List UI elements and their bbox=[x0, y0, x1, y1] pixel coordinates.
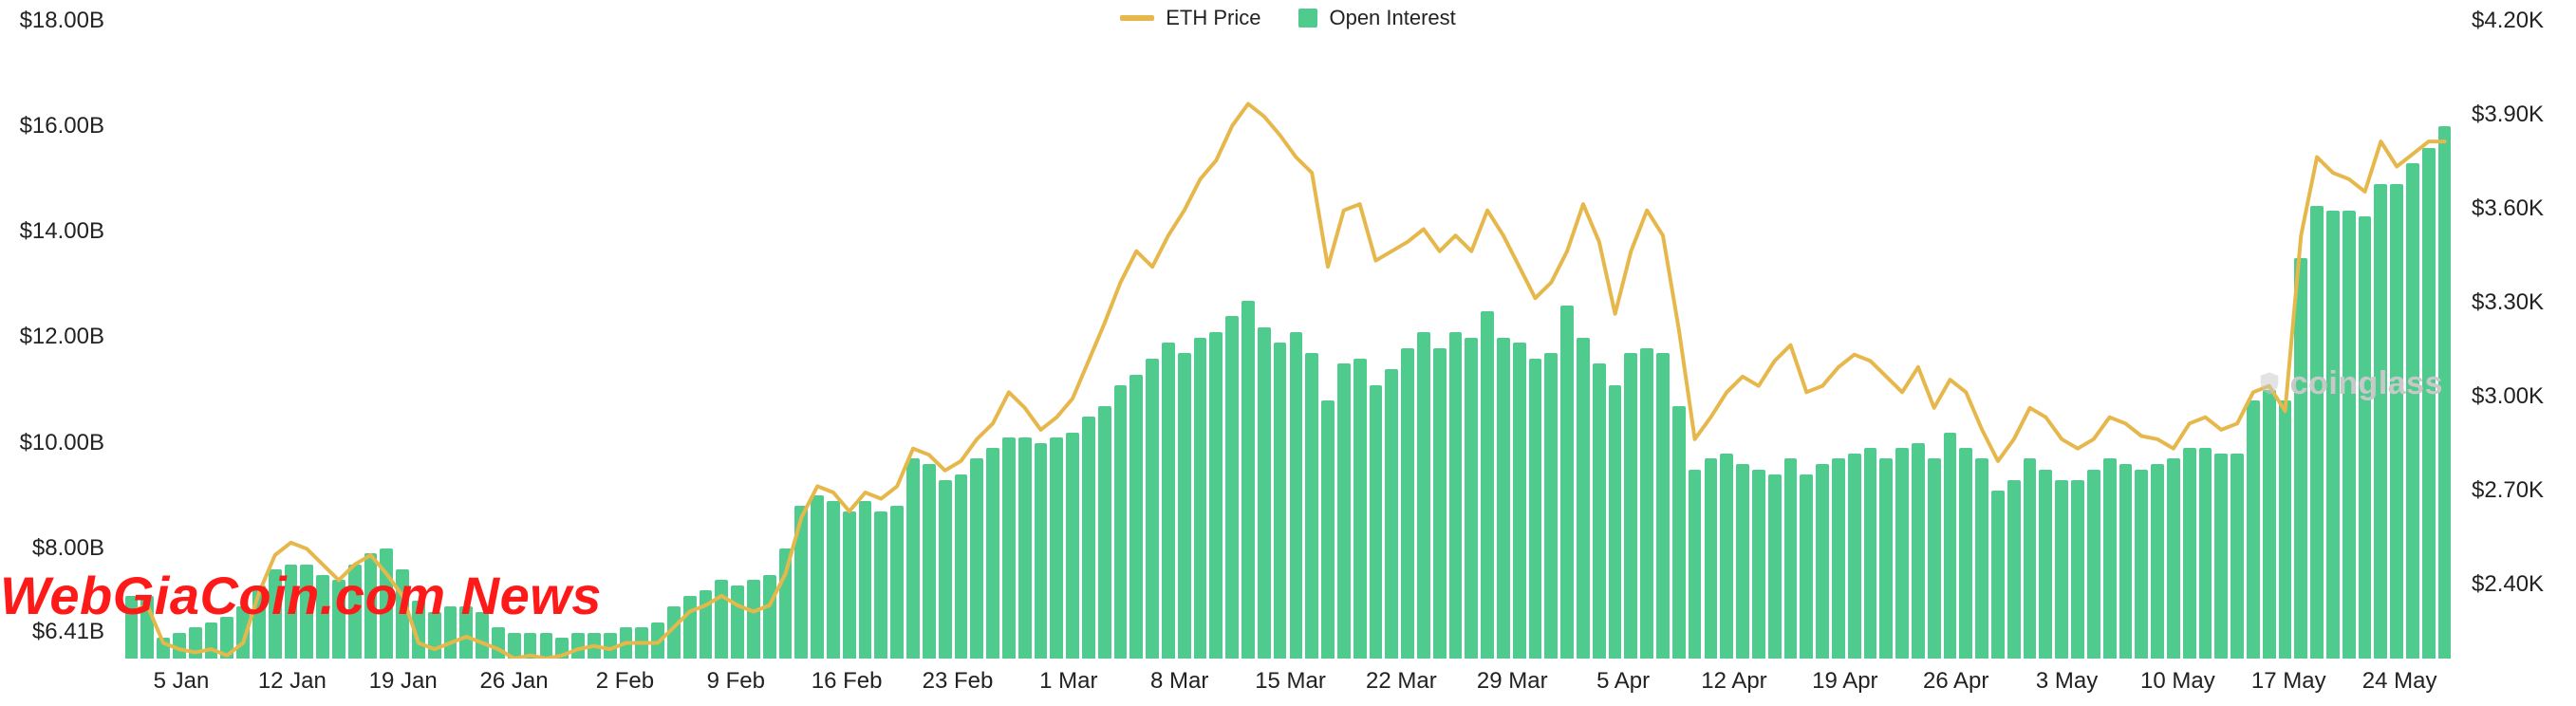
x-tick-label: 5 Jan bbox=[154, 668, 210, 695]
legend-item-eth-price[interactable]: ETH Price bbox=[1120, 6, 1260, 30]
x-tick-label: 17 May bbox=[2251, 668, 2326, 695]
x-tick-label: 5 Apr bbox=[1596, 668, 1650, 695]
x-tick-label: 3 May bbox=[2036, 668, 2098, 695]
y-left-tick-label: $16.00B bbox=[0, 113, 104, 139]
shield-icon bbox=[2256, 370, 2283, 397]
x-tick-label: 12 Apr bbox=[1701, 668, 1766, 695]
x-tick-label: 9 Feb bbox=[707, 668, 765, 695]
watermark: WebGiaCoin.com News bbox=[0, 565, 602, 626]
legend-label: Open Interest bbox=[1329, 6, 1455, 30]
x-tick-label: 29 Mar bbox=[1477, 668, 1548, 695]
y-left-tick-label: $18.00B bbox=[0, 8, 104, 34]
y-left-tick-label: $12.00B bbox=[0, 324, 104, 350]
watermark-text: WebGiaCoin.com News bbox=[0, 566, 602, 625]
x-tick-label: 19 Jan bbox=[369, 668, 438, 695]
y-right-tick-label: $2.70K bbox=[2472, 477, 2576, 504]
legend-swatch-line bbox=[1120, 15, 1154, 21]
y-left-tick-label: $10.00B bbox=[0, 430, 104, 456]
x-tick-label: 24 May bbox=[2362, 668, 2437, 695]
y-right-tick-label: $3.00K bbox=[2472, 383, 2576, 410]
x-tick-label: 16 Feb bbox=[812, 668, 883, 695]
y-right-tick-label: $2.40K bbox=[2472, 571, 2576, 598]
brand-watermark: coinglass bbox=[2256, 365, 2443, 402]
x-axis: 5 Jan 12 Jan 19 Jan 26 Jan 2 Feb 9 Feb 16 Feb 2… bbox=[123, 662, 2453, 706]
x-tick-label: 1 Mar bbox=[1039, 668, 1097, 695]
y-right-tick-label: $3.60K bbox=[2472, 195, 2576, 222]
y-left-tick-label: $8.00B bbox=[0, 535, 104, 562]
x-tick-label: 26 Apr bbox=[1923, 668, 1988, 695]
brand-watermark-text: coinglass bbox=[2290, 365, 2443, 402]
x-tick-label: 19 Apr bbox=[1812, 668, 1877, 695]
x-tick-label: 12 Jan bbox=[258, 668, 327, 695]
y-axis-right: $2.40K$2.70K$3.00K$3.30K$3.60K$3.90K$4.2… bbox=[2462, 47, 2576, 659]
legend: ETH Price Open Interest bbox=[0, 6, 2576, 30]
y-right-tick-label: $3.90K bbox=[2472, 102, 2576, 128]
x-tick-label: 22 Mar bbox=[1366, 668, 1437, 695]
y-right-tick-label: $4.20K bbox=[2472, 8, 2576, 34]
chart-container: ETH Price Open Interest $6.41B$8.00B$10.… bbox=[0, 0, 2576, 706]
legend-label: ETH Price bbox=[1166, 6, 1260, 30]
x-tick-label: 2 Feb bbox=[596, 668, 654, 695]
x-tick-label: 26 Jan bbox=[480, 668, 549, 695]
y-right-tick-label: $3.30K bbox=[2472, 289, 2576, 316]
x-tick-label: 10 May bbox=[2140, 668, 2215, 695]
x-tick-label: 23 Feb bbox=[923, 668, 994, 695]
x-tick-label: 8 Mar bbox=[1150, 668, 1208, 695]
y-left-tick-label: $14.00B bbox=[0, 218, 104, 245]
x-tick-label: 15 Mar bbox=[1255, 668, 1326, 695]
legend-swatch-bar bbox=[1298, 9, 1317, 28]
legend-item-open-interest[interactable]: Open Interest bbox=[1298, 6, 1455, 30]
